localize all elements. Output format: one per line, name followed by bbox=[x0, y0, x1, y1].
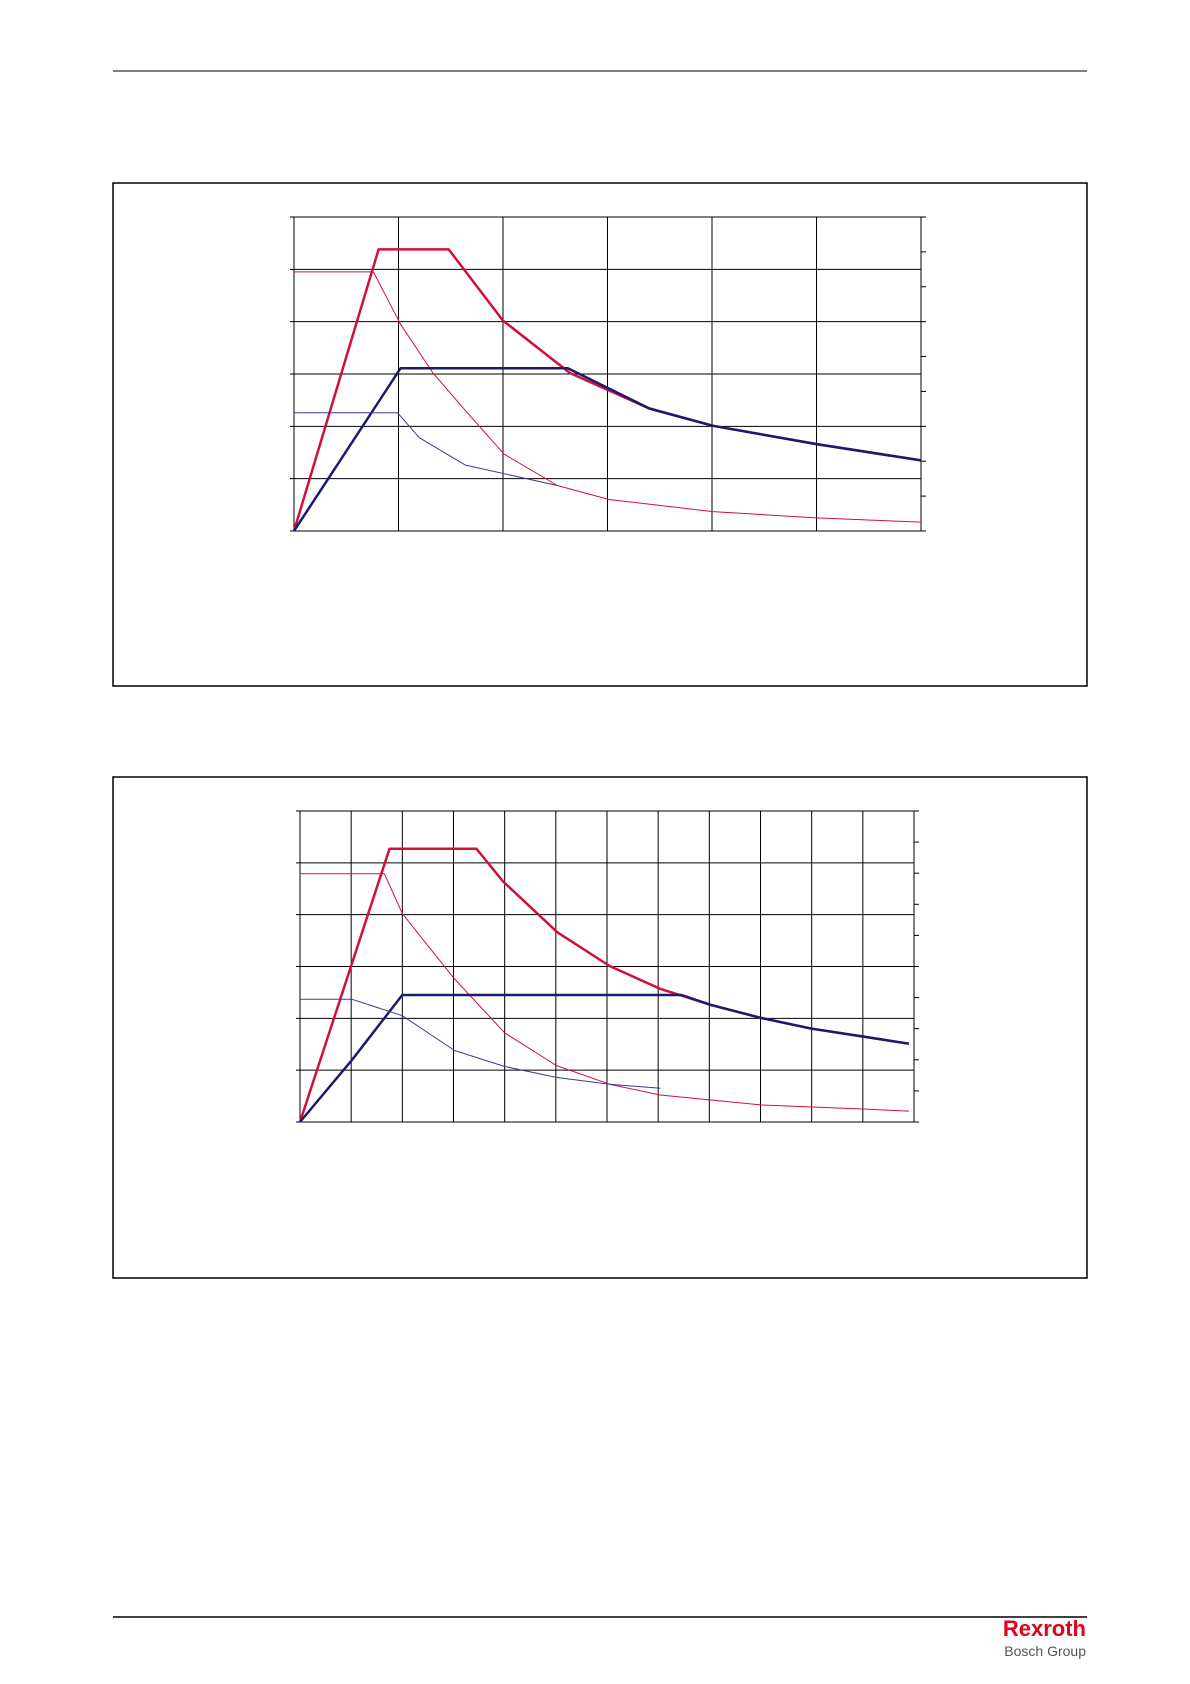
brand-group: Bosch Group bbox=[1004, 1643, 1086, 1659]
figure-frame bbox=[112, 182, 1088, 687]
series-line bbox=[292, 366, 922, 532]
series-line bbox=[300, 998, 661, 1089]
brand-logo: Rexroth bbox=[1003, 1616, 1086, 1641]
series-line bbox=[299, 993, 910, 1123]
series-line bbox=[294, 412, 558, 486]
series-line bbox=[294, 271, 922, 523]
figure-frame bbox=[112, 776, 1088, 1279]
series-line bbox=[300, 873, 909, 1112]
